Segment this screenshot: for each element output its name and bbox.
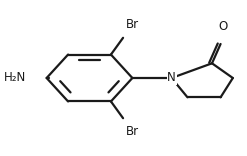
Text: H₂N: H₂N xyxy=(4,71,26,85)
Text: O: O xyxy=(218,20,228,34)
Text: Br: Br xyxy=(126,125,139,138)
Text: Br: Br xyxy=(126,18,139,31)
Text: N: N xyxy=(167,71,176,85)
